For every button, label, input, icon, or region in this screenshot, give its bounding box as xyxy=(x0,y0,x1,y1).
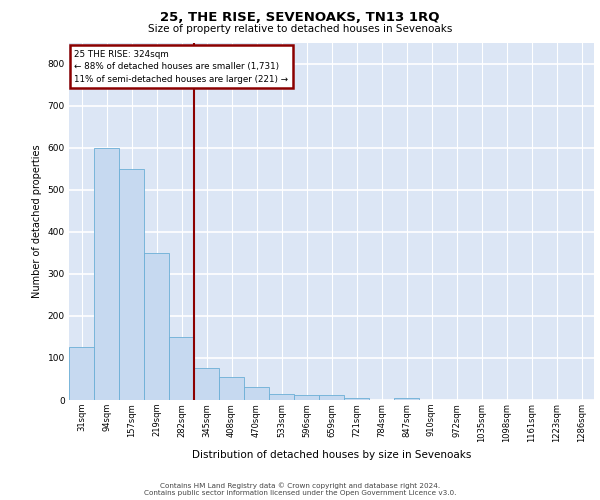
Text: 25 THE RISE: 324sqm
← 88% of detached houses are smaller (1,731)
11% of semi-det: 25 THE RISE: 324sqm ← 88% of detached ho… xyxy=(74,50,289,84)
Bar xyxy=(219,377,244,400)
Bar xyxy=(69,348,94,400)
Bar xyxy=(244,388,269,400)
Text: Contains HM Land Registry data © Crown copyright and database right 2024.
Contai: Contains HM Land Registry data © Crown c… xyxy=(144,482,456,496)
Bar xyxy=(169,337,194,400)
X-axis label: Distribution of detached houses by size in Sevenoaks: Distribution of detached houses by size … xyxy=(192,450,471,460)
Bar xyxy=(319,395,344,400)
Bar xyxy=(394,398,419,400)
Bar xyxy=(269,394,294,400)
Text: 25, THE RISE, SEVENOAKS, TN13 1RQ: 25, THE RISE, SEVENOAKS, TN13 1RQ xyxy=(160,11,440,24)
Bar xyxy=(194,368,219,400)
Y-axis label: Number of detached properties: Number of detached properties xyxy=(32,144,42,298)
Text: Size of property relative to detached houses in Sevenoaks: Size of property relative to detached ho… xyxy=(148,24,452,34)
Bar xyxy=(144,253,169,400)
Bar xyxy=(94,148,119,400)
Bar xyxy=(294,395,319,400)
Bar xyxy=(344,398,369,400)
Bar xyxy=(119,168,144,400)
